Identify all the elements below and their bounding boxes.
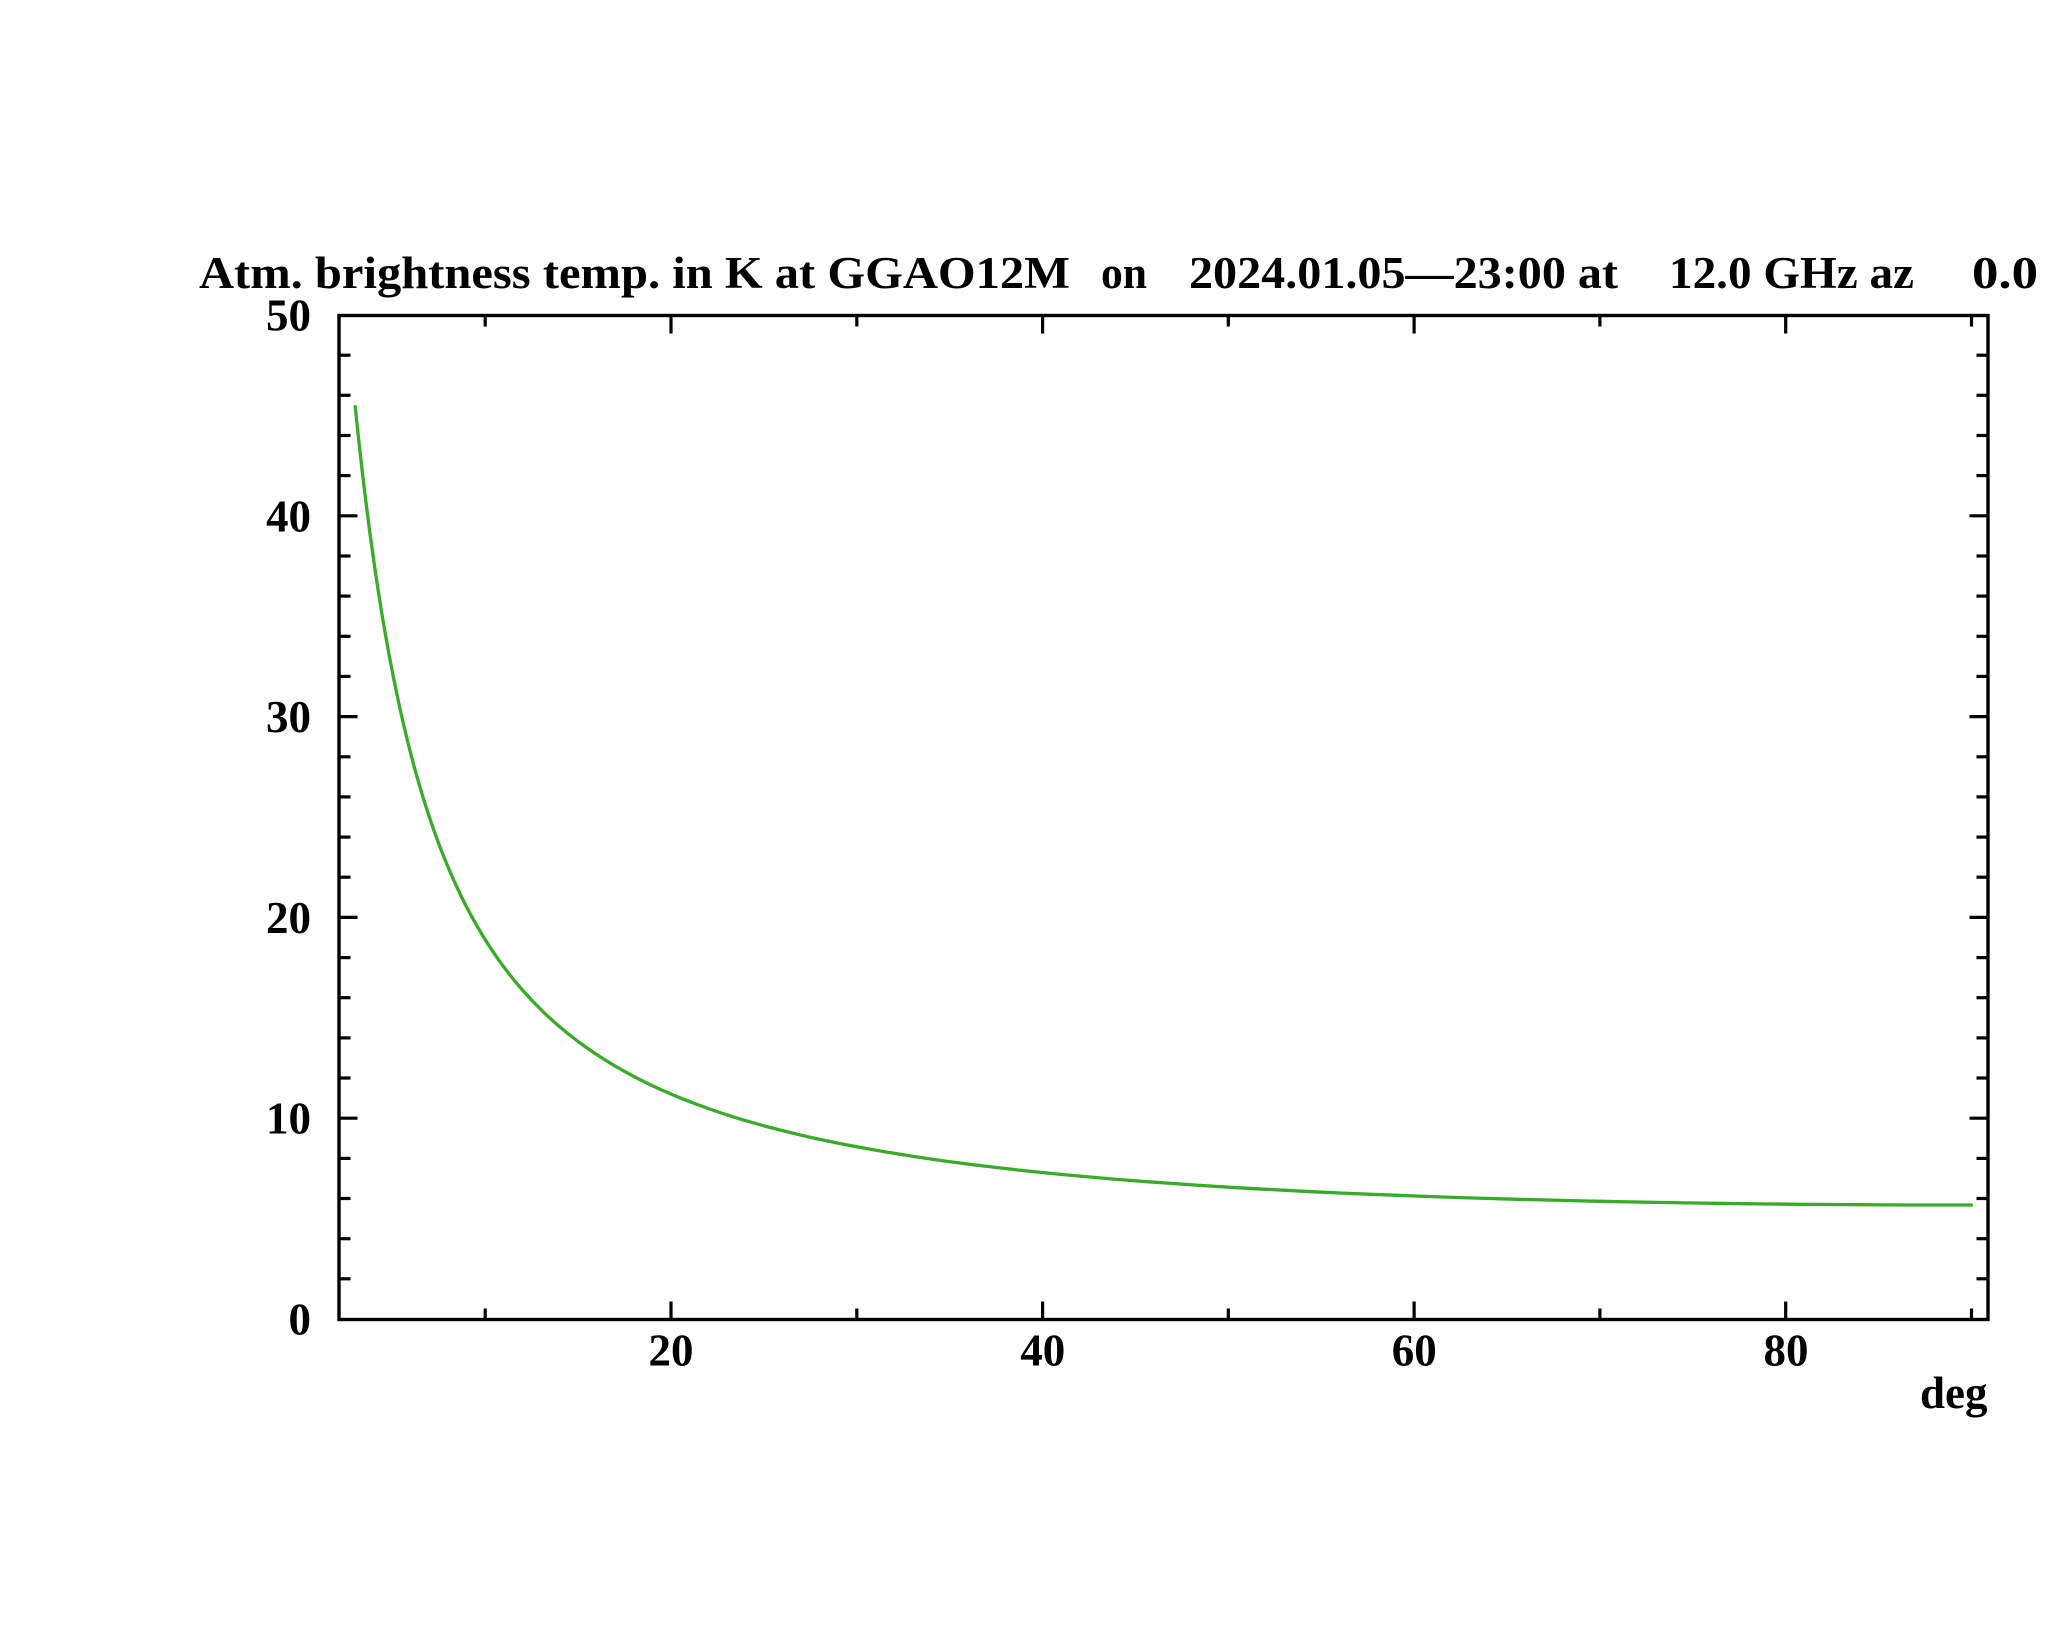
svg-text:40: 40	[266, 491, 311, 541]
svg-text:60: 60	[1392, 1326, 1437, 1376]
svg-text:50: 50	[266, 291, 311, 341]
svg-text:10: 10	[266, 1094, 311, 1144]
svg-text:20: 20	[266, 893, 311, 943]
svg-text:0.0: 0.0	[1972, 248, 2038, 298]
svg-text:0: 0	[289, 1295, 312, 1345]
svg-text:on: on	[1101, 248, 1147, 298]
svg-text:40: 40	[1020, 1326, 1065, 1376]
svg-text:12.0 GHz az: 12.0 GHz az	[1669, 248, 1914, 298]
svg-text:2024.01.05—23:00 at: 2024.01.05—23:00 at	[1189, 248, 1618, 298]
svg-text:30: 30	[266, 692, 311, 742]
svg-text:Atm. brightness temp. in K at: Atm. brightness temp. in K at GGAO12M	[199, 248, 1070, 298]
svg-text:20: 20	[649, 1326, 694, 1376]
svg-text:deg: deg	[1920, 1368, 1988, 1418]
svg-text:80: 80	[1764, 1326, 1809, 1376]
